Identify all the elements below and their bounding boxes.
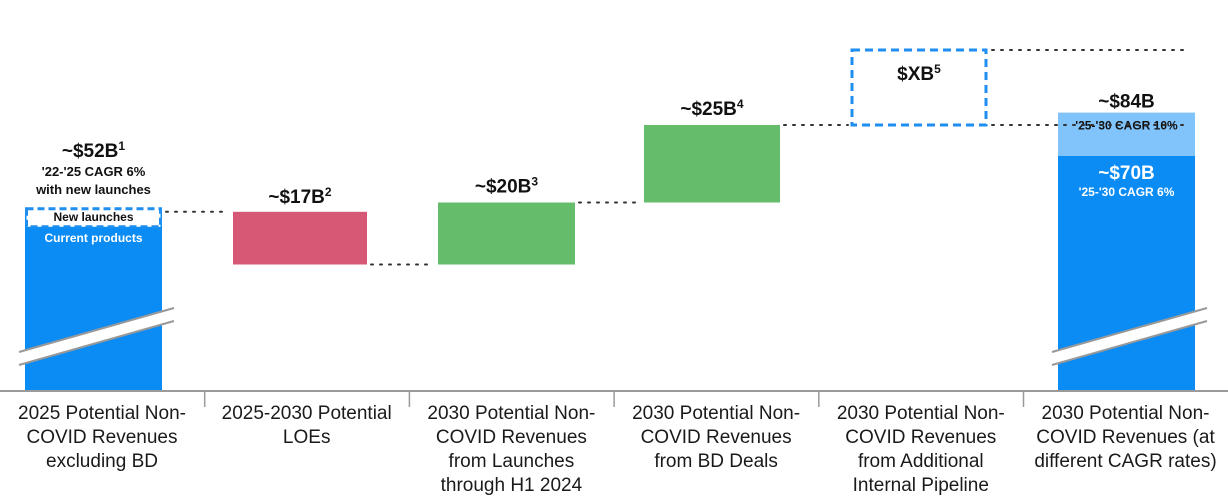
category-label: 2030 Potential Non- COVID Revenues from BD… xyxy=(616,402,816,474)
category-label-line: through H1 2024 xyxy=(440,475,583,496)
bar-2025-total xyxy=(25,211,162,391)
value-label-70b: ~$70B xyxy=(1098,163,1155,184)
note-line-1: with new launches xyxy=(35,182,151,197)
note-line-0: '22-'25 CAGR 6% xyxy=(42,164,146,179)
axis-break-left-gap xyxy=(19,308,174,365)
category-label-line: different CAGR rates) xyxy=(1034,451,1217,472)
axis-break-right xyxy=(1051,307,1208,366)
category-label-line: COVID Revenues xyxy=(640,427,792,448)
category-label-line: COVID Revenues xyxy=(26,427,178,448)
category-label: 2030 Potential Non- COVID Revenues from La… xyxy=(411,402,611,498)
segment-label-current-products: Current products xyxy=(44,231,142,245)
value-label-84b: ~$84B xyxy=(1098,92,1155,113)
axis-break-left-line-a xyxy=(18,307,175,353)
value-label-25b: ~$25B4 xyxy=(680,97,744,120)
bar-launches-increase xyxy=(438,202,575,265)
bar-segment-new-launches xyxy=(25,207,162,229)
category-label: 2025-2030 Potential LOEs xyxy=(207,402,407,450)
category-label-line: 2030 Potential Non- xyxy=(1041,403,1210,424)
category-label-line: COVID Revenues xyxy=(845,427,997,448)
category-label: 2030 Potential Non- COVID Revenues from Ad… xyxy=(821,402,1021,498)
category-label-line: COVID Revenues (at xyxy=(1036,427,1215,448)
axis-break-left-line-b xyxy=(18,320,175,366)
value-label-52b: ~$52B1 xyxy=(62,139,126,162)
category-label: 2030 Potential Non- COVID Revenues (at dif… xyxy=(1026,402,1226,474)
bar-pipeline-unknown xyxy=(850,48,988,127)
category-label-line: 2025 Potential Non- xyxy=(18,403,186,424)
category-label-line: 2030 Potential Non- xyxy=(632,403,801,424)
axis-break-right-gap xyxy=(1052,308,1207,365)
category-label-line: 2025-2030 Potential xyxy=(221,403,392,424)
category-label-line: from BD Deals xyxy=(654,451,778,472)
note-6-cagr: '25-'30 CAGR 6% xyxy=(1079,185,1175,199)
value-label-20b: ~$20B3 xyxy=(475,175,539,198)
bar-bd-increase xyxy=(644,125,780,203)
category-label-line: 2030 Potential Non- xyxy=(836,403,1005,424)
value-label-xb: $XB5 xyxy=(897,62,941,85)
category-label: 2025 Potential Non- COVID Revenues excludi… xyxy=(2,402,202,474)
category-label-line: COVID Revenues xyxy=(435,427,587,448)
category-label-line: 2030 Potential Non- xyxy=(427,403,596,424)
value-label-17b: ~$17B2 xyxy=(268,185,332,208)
axis-break-right-line-b xyxy=(1051,320,1208,366)
bar-2030-upper-segment xyxy=(1058,112,1195,156)
category-label-line: from Launches xyxy=(448,451,575,472)
bar-loe-decrease xyxy=(233,211,367,265)
category-label-line: from Additional xyxy=(857,451,984,472)
category-label-line: LOEs xyxy=(282,427,331,448)
segment-label-new-launches: New launches xyxy=(53,210,133,224)
axis-break-right-line-a xyxy=(1051,307,1208,353)
axis-break-left xyxy=(18,307,175,366)
category-label-line: Internal Pipeline xyxy=(852,475,989,496)
category-label-line: excluding BD xyxy=(46,451,158,472)
